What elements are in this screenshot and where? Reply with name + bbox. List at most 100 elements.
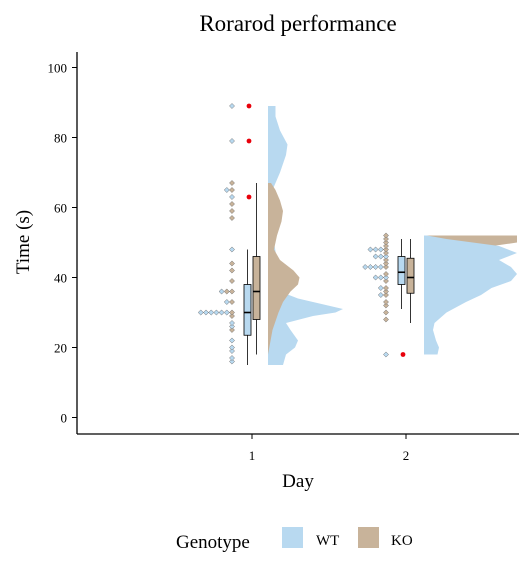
- y-tick-label: 40: [54, 271, 67, 286]
- point-wt: [372, 274, 379, 281]
- legend-label-ko: KO: [391, 533, 413, 549]
- boxplots: [243, 183, 415, 365]
- point-ko: [229, 267, 235, 274]
- point-ko: [229, 288, 235, 295]
- point-ko: [229, 201, 235, 207]
- point-wt: [229, 337, 235, 344]
- point-wt: [372, 246, 379, 253]
- y-tick-label: 20: [54, 341, 67, 356]
- point-ko: [383, 271, 389, 277]
- point-ko: [229, 278, 235, 284]
- point-wt: [229, 323, 235, 330]
- point-wt: [229, 344, 235, 351]
- box: [243, 284, 252, 336]
- outlier-point: [246, 194, 252, 200]
- point-wt: [229, 194, 235, 200]
- point-ko: [383, 243, 389, 249]
- x-tick-label: 1: [249, 448, 256, 463]
- y-axis-ticks: 0 20 40 60 80 100: [48, 61, 77, 426]
- point-wt: [218, 288, 225, 295]
- x-tick-label: 2: [403, 448, 410, 463]
- point-ko: [383, 299, 389, 305]
- boxplot-wt-day2: [397, 239, 406, 309]
- point-wt: [372, 253, 379, 260]
- point-ko: [383, 246, 389, 253]
- point-wt: [383, 253, 389, 260]
- point-wt: [208, 309, 215, 316]
- point-wt: [229, 355, 235, 361]
- outlier-point: [400, 352, 406, 357]
- density-clouds: [268, 106, 517, 365]
- y-tick-label: 80: [54, 131, 67, 146]
- point-ko: [229, 208, 235, 214]
- point-ko: [229, 187, 235, 193]
- point-ko: [229, 313, 235, 319]
- point-ko: [383, 236, 389, 242]
- point-wt: [229, 320, 235, 326]
- point-ko: [223, 288, 230, 295]
- outlier-point: [246, 103, 252, 109]
- legend: Genotype WT KO: [176, 527, 413, 553]
- point-ko: [383, 292, 389, 298]
- point-ko: [383, 278, 389, 284]
- point-wt: [367, 246, 374, 253]
- point-wt: [383, 274, 389, 281]
- boxplot-ko-day2: [406, 239, 415, 323]
- boxplot-ko-day1: [252, 183, 261, 355]
- density-cloud-wt-day2: [424, 235, 517, 355]
- legend-title: Genotype: [176, 532, 250, 553]
- point-wt: [229, 348, 235, 354]
- point-wt: [377, 246, 384, 253]
- point-ko: [229, 309, 235, 316]
- point-wt: [383, 351, 389, 358]
- point-wt: [377, 264, 384, 270]
- point-wt: [377, 292, 384, 298]
- box: [252, 256, 261, 320]
- point-wt: [229, 246, 235, 253]
- point-wt: [218, 309, 225, 316]
- box: [397, 256, 406, 285]
- point-wt: [197, 309, 204, 316]
- chart-title: Rorarod performance: [199, 11, 396, 36]
- point-ko: [229, 327, 235, 333]
- point-ko: [383, 264, 389, 270]
- y-tick-label: 60: [54, 201, 67, 216]
- point-wt: [213, 309, 220, 316]
- y-tick-label: 0: [61, 411, 68, 426]
- point-ko: [383, 239, 389, 246]
- point-wt: [362, 264, 369, 270]
- point-wt: [377, 285, 384, 291]
- legend-label-wt: WT: [316, 533, 339, 549]
- point-wt: [229, 358, 235, 365]
- y-axis-label: Time (s): [13, 210, 34, 274]
- point-ko: [229, 215, 235, 221]
- outlier-point: [246, 138, 252, 144]
- point-wt: [377, 253, 384, 260]
- point-ko: [383, 260, 389, 267]
- point-wt: [229, 103, 235, 109]
- point-wt: [229, 138, 235, 144]
- legend-key-wt: [282, 527, 303, 548]
- point-wt: [203, 309, 209, 316]
- x-axis-label: Day: [282, 471, 314, 492]
- density-cloud-wt-day1: [268, 106, 343, 365]
- point-ko: [383, 285, 389, 291]
- point-ko: [383, 250, 389, 256]
- box: [406, 257, 415, 294]
- point-ko: [229, 260, 235, 267]
- point-wt: [377, 274, 384, 281]
- point-ko: [383, 257, 389, 263]
- point-ko: [229, 180, 235, 186]
- point-ko: [383, 232, 389, 239]
- boxplot-wt-day1: [243, 249, 252, 365]
- point-wt: [223, 299, 230, 305]
- point-wt: [372, 264, 379, 270]
- point-ko: [383, 302, 389, 309]
- point-ko: [229, 299, 235, 305]
- point-wt: [223, 187, 230, 193]
- point-ko: [383, 309, 389, 316]
- data-points: [197, 103, 406, 365]
- point-ko: [383, 288, 389, 295]
